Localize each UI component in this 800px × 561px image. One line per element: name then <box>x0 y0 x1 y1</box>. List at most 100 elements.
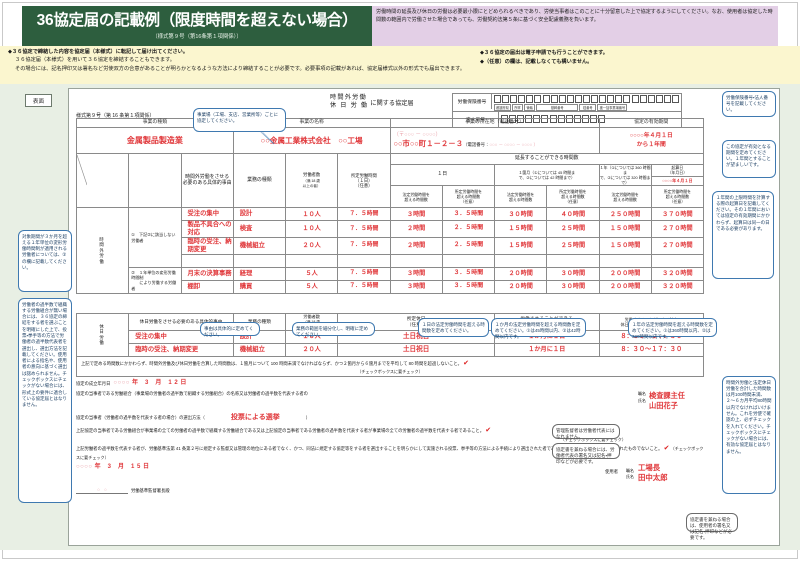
cell-reason[interactable]: 月末の決算事務 <box>180 266 234 281</box>
number-box[interactable] <box>526 95 534 103</box>
agreement-date-value[interactable]: ○○○○ 年 3 月 1 2 日 <box>113 380 187 387</box>
cell-year-over-statutory[interactable]: １５０時間 <box>598 237 652 255</box>
number-box[interactable] <box>566 95 574 103</box>
number-box[interactable] <box>631 95 639 103</box>
cell-day-over-prescribed[interactable]: ３．５時間 <box>441 266 496 281</box>
cell-reason[interactable]: 製品不具合への対応 <box>180 220 234 239</box>
cell-year-over-statutory[interactable]: １５０時間 <box>598 220 652 239</box>
cell-allowed-time[interactable]: ８：３０〜１７：３０ <box>598 342 704 357</box>
number-box[interactable] <box>493 95 501 103</box>
cell-month-over-prescribed[interactable] <box>546 253 600 268</box>
cell-month-over-statutory[interactable]: ２０時間 <box>493 266 548 281</box>
number-box[interactable] <box>582 95 590 103</box>
cell-day-over-prescribed[interactable]: ３．５時間 <box>441 207 496 222</box>
cell-worker-count[interactable]: ２０人 <box>284 237 339 255</box>
cell-day-over-prescribed[interactable]: ３．５時間 <box>441 279 496 294</box>
cell-year-over-prescribed[interactable]: ３７０時間 <box>650 207 705 222</box>
value-business-address[interactable]: （〒○○○ － ○○○○） ○○市○○町１－２－３（電話番号：○○○ － ○○○○… <box>389 127 600 154</box>
number-box[interactable] <box>655 95 663 103</box>
inspector-blank[interactable]: ○ ○ <box>76 487 128 495</box>
cell-holiday-reason[interactable]: 臨時の受注、納期変更 <box>128 342 234 357</box>
number-box[interactable] <box>534 95 542 103</box>
number-box[interactable] <box>615 95 623 103</box>
cell-work-type[interactable]: 検査 <box>232 220 287 239</box>
cell-work-type[interactable]: 機械組立 <box>232 237 287 255</box>
confirm-1-checkbox[interactable]: ✔ <box>485 427 492 435</box>
cell-month-over-statutory[interactable]: １５時間 <box>493 220 548 239</box>
number-box[interactable] <box>607 95 615 103</box>
cell-holiday-worker-count[interactable]: ２０人 <box>284 342 339 357</box>
cell-day-over-statutory[interactable] <box>389 253 443 268</box>
cell-month-over-prescribed[interactable]: ２５時間 <box>546 237 600 255</box>
value-valid-period[interactable]: ○○○○年４月１日 から１年間 <box>598 127 704 154</box>
submit-date[interactable]: ○○○○ 年 3 月 1 5 日 <box>76 464 150 470</box>
cell-work-type[interactable]: 購買 <box>232 279 287 294</box>
cell-month-over-prescribed[interactable]: ３０時間 <box>546 266 600 281</box>
cell-statutory-hours[interactable]: ７．５時間 <box>337 279 391 294</box>
cell-statutory-hours[interactable]: ７．５時間 <box>337 266 391 281</box>
cell-reason[interactable] <box>180 253 234 268</box>
cell-year-over-statutory[interactable]: ２００時間 <box>598 266 652 281</box>
cell-year-over-statutory[interactable] <box>598 253 652 268</box>
cell-day-over-statutory[interactable]: ２時間 <box>389 237 443 255</box>
number-box[interactable] <box>558 95 566 103</box>
cell-month-over-prescribed[interactable]: ２５時間 <box>546 220 600 239</box>
number-box[interactable] <box>574 95 582 103</box>
cell-year-over-statutory[interactable]: ２５０時間 <box>598 207 652 222</box>
cell-year-over-prescribed[interactable]: ２７０時間 <box>650 220 705 239</box>
cell-month-over-statutory[interactable]: １５時間 <box>493 237 548 255</box>
number-box[interactable] <box>550 95 558 103</box>
cell-reason[interactable]: 臨時の受注、納期変更 <box>180 237 234 255</box>
cell-worker-count[interactable]: １０人 <box>284 220 339 239</box>
cell-work-type[interactable] <box>232 253 287 268</box>
cell-month-over-statutory[interactable]: ２０時間 <box>493 279 548 294</box>
cell-day-over-prescribed[interactable]: ２．５時間 <box>441 237 496 255</box>
number-box[interactable] <box>542 95 550 103</box>
number-box[interactable] <box>639 95 647 103</box>
cell-statutory-hours[interactable]: ７．５時間 <box>337 237 391 255</box>
number-box[interactable] <box>663 95 671 103</box>
cell-day-over-statutory[interactable]: ３時間 <box>389 279 443 294</box>
cell-year-over-prescribed[interactable]: ３２０時間 <box>650 279 705 294</box>
cell-reason[interactable]: 受注の集中 <box>180 207 234 222</box>
cell-worker-count[interactable]: ５人 <box>284 266 339 281</box>
employer-values[interactable]: 工場長 田中太郎 <box>638 463 668 482</box>
cell-month-over-prescribed[interactable]: ４０時間 <box>546 207 600 222</box>
cell-year-over-prescribed[interactable]: ３２０時間 <box>650 266 705 281</box>
confirm-2-checkbox[interactable]: ✔ <box>663 445 670 453</box>
cell-year-over-prescribed[interactable] <box>650 253 705 268</box>
cell-worker-count[interactable] <box>284 253 339 268</box>
cell-reason[interactable]: 棚卸 <box>180 279 234 294</box>
number-box[interactable] <box>599 95 607 103</box>
cell-day-over-statutory[interactable]: ３時間 <box>389 266 443 281</box>
cell-allowed-days[interactable]: １か月に１日 <box>494 342 600 357</box>
number-box[interactable] <box>647 95 655 103</box>
cell-holiday-work-type[interactable]: 機械組立 <box>232 342 287 357</box>
cell-month-over-statutory[interactable]: ３０時間 <box>493 207 548 222</box>
selection-value[interactable]: 投票による選挙 <box>230 413 280 421</box>
cell-month-over-statutory[interactable] <box>493 253 548 268</box>
cell-prescribed-holiday[interactable]: 土日祝日 <box>337 342 495 357</box>
cell-work-type[interactable]: 設計 <box>232 207 287 222</box>
number-box[interactable] <box>672 95 679 103</box>
cell-worker-count[interactable]: ５人 <box>284 279 339 294</box>
cell-statutory-hours[interactable]: ７．５時間 <box>337 220 391 239</box>
limit-checkbox[interactable]: ✔ <box>463 359 469 367</box>
cell-work-type[interactable]: 経理 <box>232 266 287 281</box>
cell-month-over-prescribed[interactable]: ３０時間 <box>546 279 600 294</box>
rep-values[interactable]: 検査課主任 山田花子 <box>649 391 685 411</box>
number-box[interactable] <box>510 95 518 103</box>
cell-day-over-prescribed[interactable] <box>441 253 496 268</box>
cell-day-over-statutory[interactable]: ３時間 <box>389 207 443 222</box>
number-box[interactable] <box>591 95 599 103</box>
number-box[interactable] <box>502 95 510 103</box>
cell-day-over-prescribed[interactable]: ２．５時間 <box>441 220 496 239</box>
cell-statutory-hours[interactable]: ７．５時間 <box>337 207 391 222</box>
sheet-side-tab[interactable]: 表面 <box>25 94 52 107</box>
cell-worker-count[interactable]: １０人 <box>284 207 339 222</box>
cell-year-over-statutory[interactable]: ２００時間 <box>598 279 652 294</box>
cell-day-over-statutory[interactable]: ２時間 <box>389 220 443 239</box>
cell-statutory-hours[interactable] <box>337 253 391 268</box>
labor-insurance-boxes[interactable] <box>492 94 681 104</box>
number-box[interactable] <box>518 95 526 103</box>
